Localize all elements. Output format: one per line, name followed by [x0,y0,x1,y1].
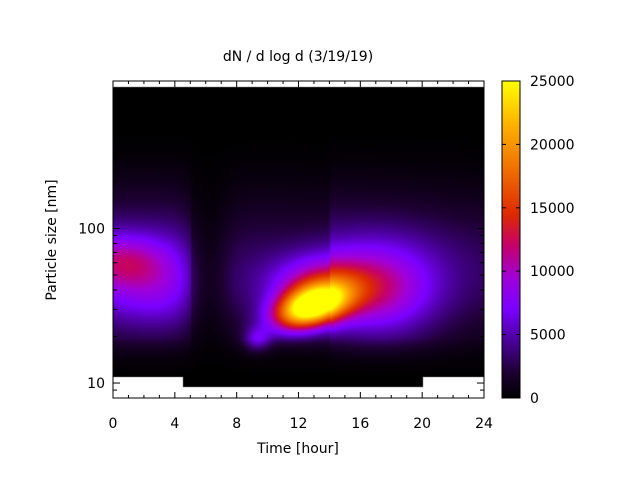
colorbar-tick-label: 0 [530,391,539,407]
x-axis-label: Time [hour] [256,441,339,457]
x-axis: 0 4 8 12 16 20 24 [109,81,493,432]
colorbar-tick-label: 25000 [530,74,575,90]
y-tick-label: 100 [78,221,105,237]
heatmap-area [113,81,484,398]
x-tick-label: 4 [170,416,179,432]
colorbar-tick-label: 20000 [530,137,575,153]
x-tick-label: 12 [290,416,308,432]
x-tick-label: 0 [109,416,118,432]
x-tick-label: 24 [475,416,493,432]
colorbar-tick-label: 15000 [530,201,575,217]
heatmap-image [113,81,484,398]
y-tick-label: 10 [87,376,105,392]
x-tick-label: 16 [351,416,369,432]
colorbar: 0 5000 10000 15000 20000 25000 [501,74,575,407]
x-tick-label: 20 [413,416,431,432]
colorbar-tick-label: 10000 [530,264,575,280]
colorbar-ticks: 0 5000 10000 15000 20000 25000 [502,74,575,407]
y-axis: 10 100 [78,80,484,399]
colorbar-tick-label: 5000 [530,328,566,344]
x-tick-label: 8 [232,416,241,432]
colorbar-gradient [501,80,521,399]
chart-title: dN / d log d (3/19/19) [223,49,373,65]
y-axis-label: Particle size [nm] [44,179,60,300]
